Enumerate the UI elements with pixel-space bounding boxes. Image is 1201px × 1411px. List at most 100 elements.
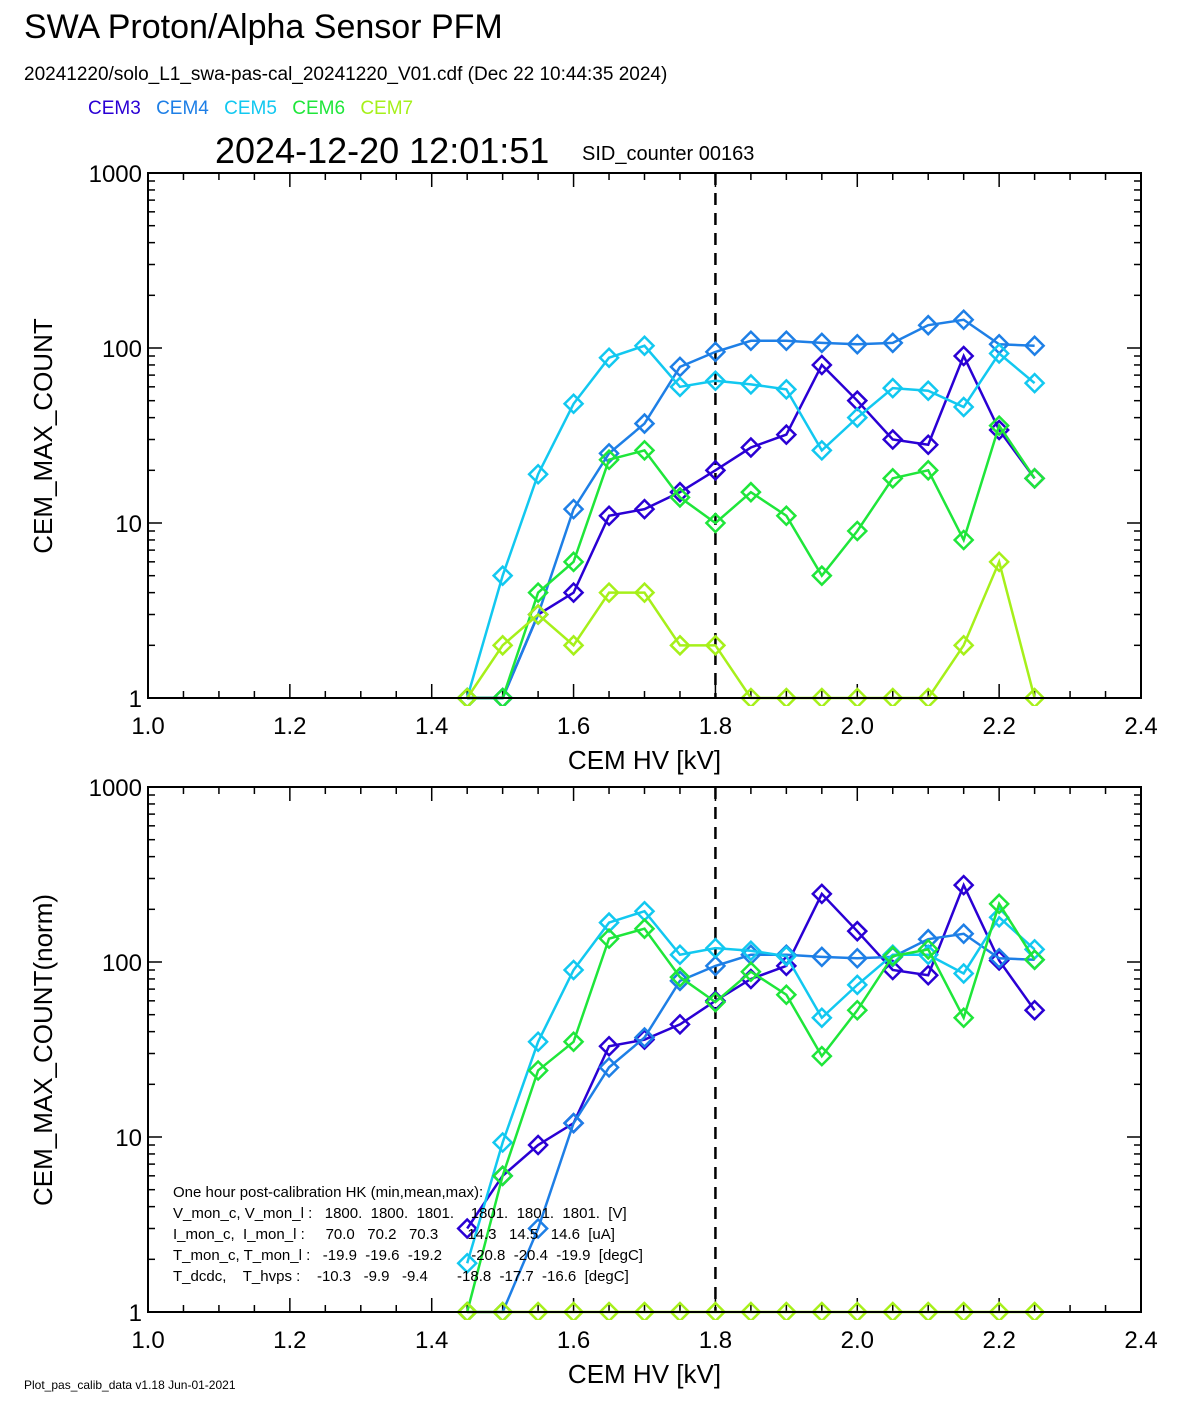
x-tick-label: 2.2	[982, 1327, 1015, 1354]
data-point-cem5	[775, 945, 798, 967]
data-point-cem3	[598, 1035, 620, 1058]
y-tick-label: 1	[129, 1300, 142, 1327]
data-point-cem5	[669, 943, 691, 966]
data-point-cem6	[704, 991, 727, 1013]
hk-row-vmon: V_mon_c, V_mon_l : 1800. 1800. 1801. 180…	[173, 1205, 627, 1222]
data-point-cem5	[846, 974, 869, 996]
data-point-cem5	[952, 962, 975, 985]
data-point-cem5	[527, 463, 549, 485]
y-tick-label: 100	[102, 950, 142, 977]
data-point-cem7	[846, 1301, 869, 1320]
data-point-cem6	[527, 581, 549, 604]
data-point-cem3	[811, 883, 833, 905]
data-point-cem7	[527, 1301, 549, 1320]
hk-row-tmon: T_mon_c, T_mon_l : -19.9 -19.6 -19.2 -20…	[173, 1247, 643, 1264]
data-point-cem6	[740, 960, 762, 983]
x-tick-label: 2.0	[841, 713, 874, 740]
data-point-cem4	[917, 314, 939, 336]
data-point-cem4	[669, 356, 691, 378]
data-point-cem6	[1023, 948, 1046, 971]
data-point-cem3	[527, 1134, 549, 1156]
data-point-cem3	[775, 955, 798, 977]
data-point-cem5	[740, 373, 762, 396]
series-line-cem4	[467, 318, 1035, 700]
data-point-cem6	[881, 467, 904, 490]
data-point-cem4	[846, 333, 869, 356]
x-tick-label: 1.4	[415, 1327, 448, 1354]
data-point-cem7	[881, 1301, 904, 1320]
data-point-cem4	[846, 947, 869, 970]
data-point-cem5	[491, 1131, 514, 1154]
data-point-cem5	[562, 393, 585, 415]
data-point-cem7	[633, 581, 656, 604]
data-point-cem3	[633, 1028, 656, 1051]
x-tick-label: 1.0	[131, 713, 164, 740]
x-tick-label: 2.2	[982, 713, 1015, 740]
data-point-cem3	[1023, 999, 1046, 1022]
data-point-cem5	[740, 939, 762, 962]
data-point-cem7	[562, 1301, 585, 1320]
data-point-cem6	[881, 945, 904, 967]
data-point-cem6	[846, 999, 869, 1022]
data-point-cem7	[491, 634, 514, 657]
data-point-cem7	[988, 551, 1010, 573]
data-point-cem7	[704, 634, 727, 657]
data-point-cem7	[456, 687, 478, 706]
x-tick-label: 1.2	[273, 713, 306, 740]
data-point-cem4	[669, 970, 691, 992]
data-point-cem6	[491, 1165, 514, 1187]
data-point-cem4	[704, 955, 727, 977]
page-title: SWA Proton/Alpha Sensor PFM	[24, 8, 503, 46]
data-point-cem6	[740, 481, 762, 503]
data-point-cem6	[952, 1007, 975, 1029]
series-line-cem5	[465, 909, 1036, 1264]
data-point-cem6	[704, 512, 727, 534]
x-tick-label: 1.6	[557, 1327, 590, 1354]
data-point-cem5	[633, 334, 656, 357]
data-point-cem3	[775, 423, 798, 446]
series-line-cem4	[467, 932, 1035, 1314]
data-point-cem5	[811, 1007, 833, 1029]
data-point-cem3	[952, 345, 975, 367]
data-point-cem5	[988, 342, 1010, 365]
hk-row-tdcdc: T_dcdc, T_hvps : -10.3 -9.9 -9.4 -18.8 -…	[173, 1268, 629, 1285]
data-point-cem7	[669, 634, 691, 657]
data-point-cem7	[811, 1301, 833, 1320]
data-point-cem6	[562, 1031, 585, 1053]
y-tick-label: 100	[102, 336, 142, 363]
plot-frame	[147, 172, 1142, 699]
series-line-cem5	[465, 344, 1036, 699]
data-point-cem3	[811, 354, 833, 376]
data-point-cem7	[1023, 687, 1046, 706]
data-point-cem6	[988, 414, 1010, 437]
data-point-cem7	[917, 1301, 939, 1320]
plot-frame	[147, 786, 1142, 1313]
data-point-cem4	[562, 498, 585, 520]
data-point-cem7	[491, 1301, 514, 1320]
y-axis-label: CEM_MAX_COUNT	[28, 318, 58, 554]
series-group-0	[456, 308, 1046, 706]
series-group-1	[456, 874, 1046, 1320]
x-tick-label: 1.2	[273, 1327, 306, 1354]
x-tick-label: 1.8	[699, 713, 732, 740]
data-point-cem6	[811, 564, 833, 587]
sid-counter: SID_counter 00163	[582, 143, 755, 165]
data-point-cem5	[881, 377, 904, 399]
data-point-cem4	[598, 1056, 620, 1079]
data-point-cem6	[917, 938, 939, 961]
data-point-cem6	[1023, 467, 1046, 490]
data-point-cem4	[633, 1026, 656, 1049]
data-point-cem6	[562, 551, 585, 573]
hk-title: One hour post-calibration HK (min,mean,m…	[173, 1184, 484, 1201]
data-point-cem5	[846, 406, 869, 429]
y-tick-label: 1000	[89, 161, 142, 188]
series-line-cem7	[466, 557, 1036, 700]
legend-cem5: CEM5	[224, 98, 277, 119]
data-point-cem6	[669, 486, 691, 509]
data-point-cem3	[881, 428, 904, 451]
data-point-cem5	[704, 369, 727, 392]
data-point-cem6	[491, 687, 514, 706]
series-line-cem3	[467, 352, 1036, 700]
x-tick-label: 1.8	[699, 1327, 732, 1354]
